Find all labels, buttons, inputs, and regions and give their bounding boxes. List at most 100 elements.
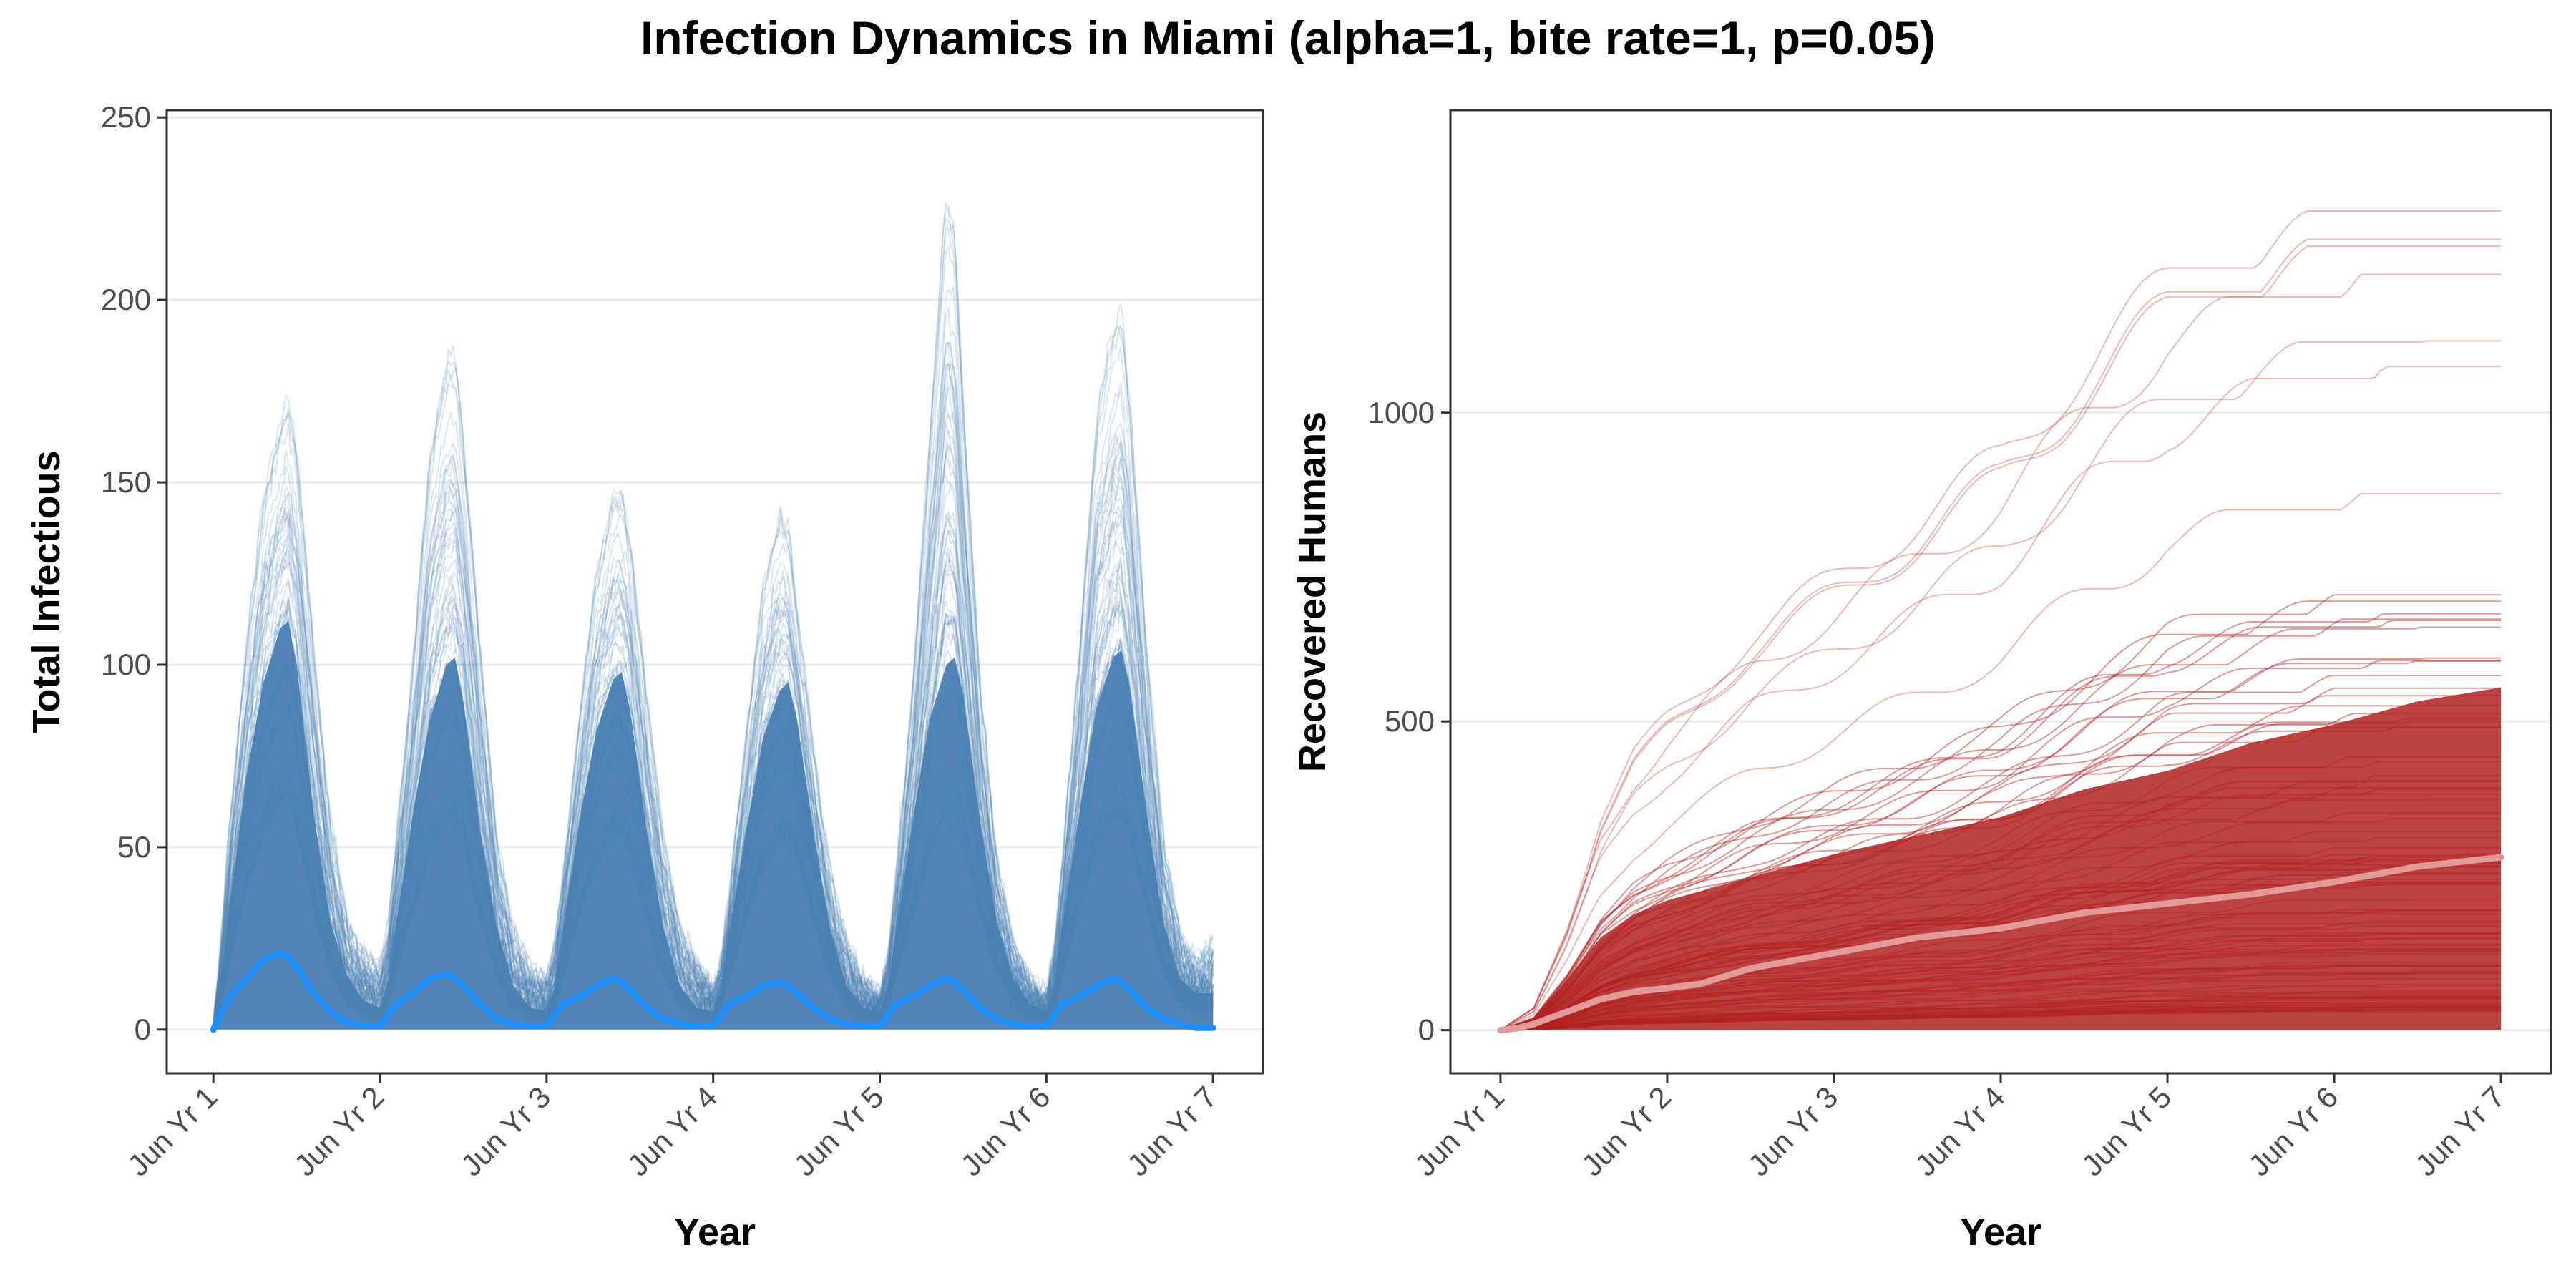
simulation-run-line <box>1500 366 2502 1031</box>
simulation-run-line <box>1500 861 2502 1031</box>
simulation-run-line <box>213 518 1214 1029</box>
simulation-run-line <box>1500 997 2502 1031</box>
simulation-run-line <box>1500 1008 2502 1031</box>
simulation-run-line <box>1500 695 2502 1031</box>
simulation-run-line <box>1500 836 2502 1031</box>
simulation-run-line <box>1500 818 2502 1031</box>
simulation-run-line <box>1500 884 2502 1031</box>
simulation-run-line <box>1500 210 2502 1031</box>
x-tick-label: Jun Yr 1 <box>121 1080 223 1182</box>
simulation-run-line <box>1500 660 2502 1031</box>
simulation-run-line <box>1500 854 2502 1031</box>
simulation-run-line <box>1500 872 2502 1031</box>
simulation-run-line <box>213 200 1214 1030</box>
simulation-run-line <box>213 341 1214 1022</box>
simulation-run-line <box>213 245 1214 1030</box>
simulation-run-line <box>213 216 1214 1030</box>
simulation-run-line <box>1500 620 2502 1031</box>
simulation-run-line <box>213 717 1214 1030</box>
simulation-run-line <box>1500 273 2502 1031</box>
x-tick-label: Jun Yr 6 <box>954 1080 1056 1182</box>
simulation-run-line <box>1500 780 2502 1031</box>
simulation-run-line <box>213 404 1214 1027</box>
y-tick-label: 250 <box>101 100 151 134</box>
simulation-run-line <box>213 342 1214 1013</box>
simulation-run-line <box>1500 1008 2502 1031</box>
y-axis-title: Total Infectious <box>25 450 68 733</box>
recovered-panel: 0 500 1000 Jun Yr 1 Jun Yr 2 Jun Yr 3 Jun Yr 4… <box>1291 109 2552 1254</box>
simulation-run-line <box>1500 626 2502 1031</box>
simulation-run-line <box>213 781 1214 1030</box>
simulation-run-line <box>213 558 1214 1020</box>
simulation-run-line <box>213 362 1214 1024</box>
simulation-run-line <box>1500 950 2502 1031</box>
x-axis-title: Year <box>674 1211 756 1254</box>
simulation-run-line <box>1500 1010 2502 1031</box>
simulation-run-line <box>213 528 1214 1030</box>
simulation-run-line <box>1500 964 2502 1031</box>
simulation-run-line <box>1500 1004 2502 1031</box>
simulation-run-line <box>1500 713 2502 1031</box>
simulation-run-line <box>1500 675 2502 1031</box>
simulation-run-line <box>213 548 1214 1030</box>
simulation-run-line <box>213 453 1214 1025</box>
y-tick-label: 150 <box>101 465 151 499</box>
simulation-runs <box>213 200 1214 1033</box>
simulation-run-line <box>1500 855 2502 1031</box>
simulation-run-line <box>1500 1010 2502 1031</box>
simulation-run-line <box>1500 898 2502 1031</box>
simulation-run-line <box>1500 859 2502 1031</box>
simulation-run-line <box>213 424 1214 1030</box>
simulation-run-line <box>1500 830 2502 1031</box>
simulation-run-line <box>1500 933 2502 1031</box>
simulation-run-line <box>213 384 1214 1027</box>
figure-title: Infection Dynamics in Miami (alpha=1, bi… <box>640 11 1936 64</box>
simulation-run-line <box>1500 238 2502 1031</box>
simulation-run-line <box>213 673 1214 1030</box>
simulation-run-line <box>1500 726 2502 1031</box>
simulation-run-line <box>1500 1001 2502 1031</box>
simulation-run-line <box>1500 600 2502 1031</box>
y-axis-title: Recovered Humans <box>1291 411 1334 772</box>
simulation-run-line <box>1500 949 2502 1031</box>
simulation-run-line <box>1500 862 2502 1031</box>
simulation-run-line <box>1500 965 2502 1031</box>
simulation-run-line <box>213 548 1214 1030</box>
simulation-run-line <box>1500 1006 2502 1031</box>
simulation-run-line <box>1500 726 2502 1031</box>
simulation-run-line <box>1500 718 2502 1031</box>
simulation-run-line <box>213 620 1214 1030</box>
simulation-run-line <box>213 286 1214 1030</box>
simulation-run-line <box>1500 866 2502 1031</box>
dense-runs-area <box>213 620 1214 1030</box>
simulation-run-line <box>1500 947 2502 1031</box>
simulation-run-line <box>1500 952 2502 1031</box>
simulation-run-line <box>1500 937 2502 1031</box>
simulation-run-line <box>213 512 1214 1030</box>
simulation-run-line <box>1500 1004 2502 1031</box>
simulation-run-line <box>213 713 1214 1030</box>
simulation-run-line <box>213 611 1214 1030</box>
simulation-run-line <box>213 618 1214 1029</box>
simulation-run-line <box>213 767 1214 1030</box>
x-tick-label: Jun Yr 7 <box>1121 1080 1223 1182</box>
simulation-run-line <box>213 510 1214 1025</box>
simulation-run-line <box>213 341 1214 1030</box>
simulation-run-line <box>213 514 1214 1024</box>
simulation-run-line <box>1500 1008 2502 1031</box>
simulation-run-line <box>1500 245 2502 1031</box>
simulation-run-line <box>1500 937 2502 1031</box>
simulation-run-line <box>213 610 1214 1030</box>
simulation-run-line <box>213 374 1214 1030</box>
simulation-run-line <box>213 783 1214 1030</box>
simulation-run-line <box>213 572 1214 1030</box>
simulation-run-line <box>213 387 1214 1026</box>
simulation-run-line <box>1500 995 2502 1031</box>
simulation-run-line <box>1500 972 2502 1031</box>
simulation-run-line <box>1500 799 2502 1031</box>
simulation-run-line <box>1500 859 2502 1031</box>
simulation-run-line <box>1500 932 2502 1031</box>
simulation-run-line <box>1500 997 2502 1031</box>
simulation-run-line <box>1500 1006 2502 1031</box>
